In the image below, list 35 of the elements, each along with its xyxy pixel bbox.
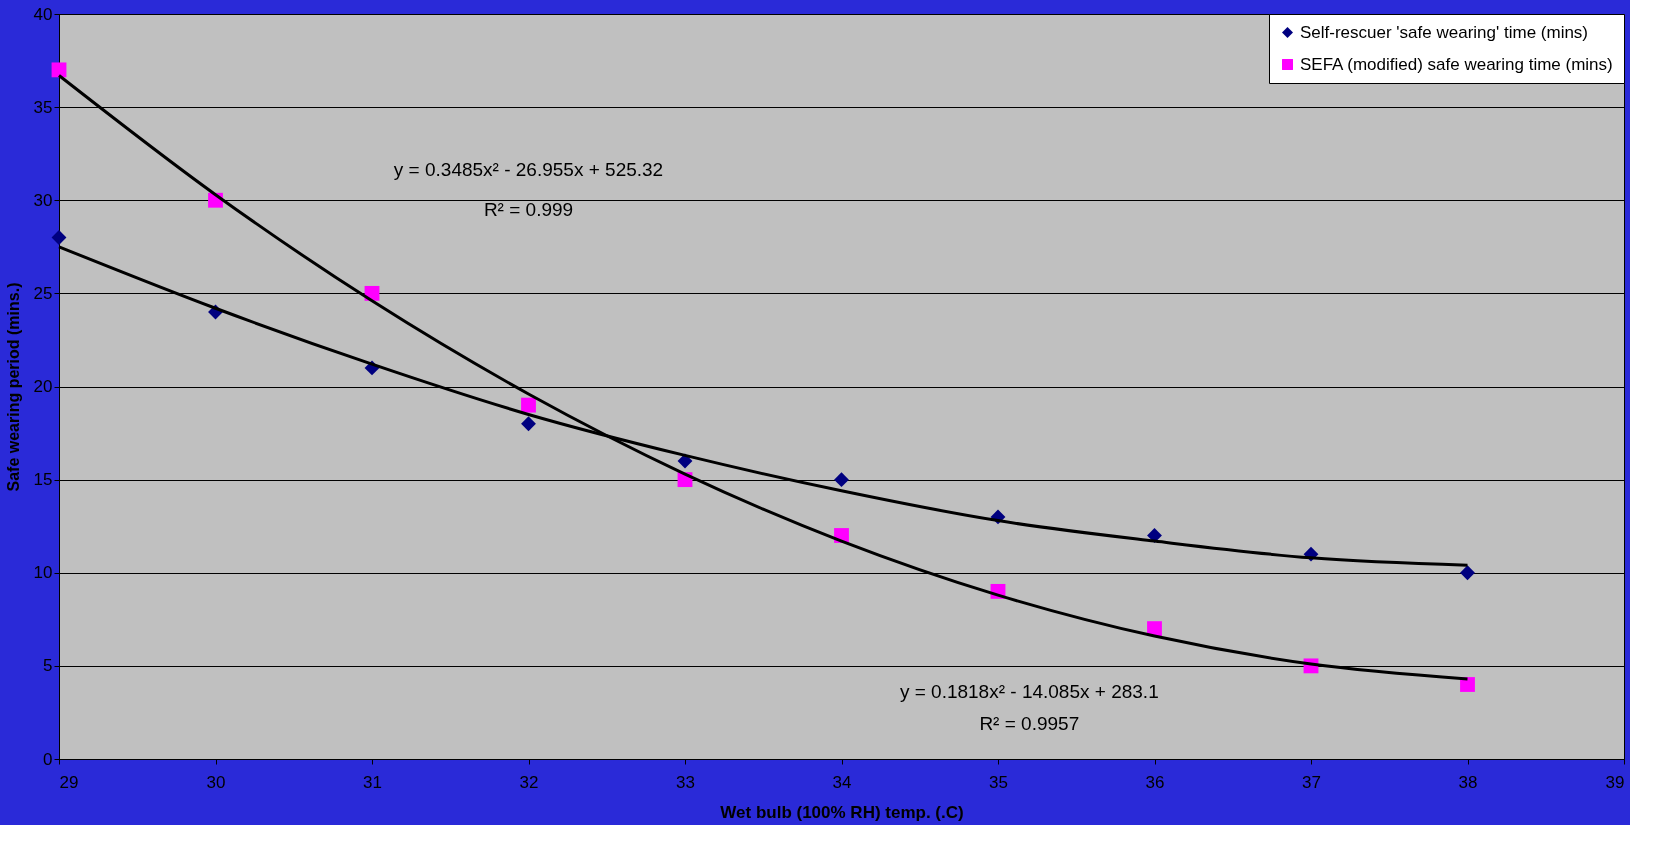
x-tick-label: 38 <box>1458 772 1478 792</box>
point <box>1460 565 1475 581</box>
annotation: y = 0.1818x² - 14.085x + 283.1 <box>899 680 1159 702</box>
y-tick-label: 10 <box>33 563 53 583</box>
x-tick-label: 35 <box>989 772 1008 792</box>
legend-label: SEFA (modified) safe wearing time (mins) <box>1300 54 1613 74</box>
x-tick-label: 32 <box>519 772 539 792</box>
x-tick-label: 39 <box>1605 772 1625 792</box>
point <box>521 416 536 432</box>
x-tick-label: 34 <box>832 772 852 792</box>
annotation: y = 0.3485x² - 26.955x + 525.32 <box>393 159 664 181</box>
x-tick-label: 30 <box>206 772 226 792</box>
legend-label: Self-rescuer 'safe wearing' time (mins) <box>1300 22 1589 42</box>
y-tick-label: 5 <box>43 656 53 676</box>
y-tick-label: 0 <box>43 749 53 769</box>
annotation: R² = 0.9957 <box>979 712 1080 734</box>
x-tick-label: 36 <box>1145 772 1165 792</box>
y-tick-label: 25 <box>33 283 53 303</box>
y-axis-title: Safe wearing period (mins.) <box>4 282 22 492</box>
point <box>834 472 849 488</box>
y-tick-label: 40 <box>33 4 53 24</box>
x-tick-label: 31 <box>363 772 382 792</box>
annotation: R² = 0.999 <box>483 198 574 220</box>
x-tick-label: 33 <box>676 772 695 792</box>
point <box>677 453 693 469</box>
x-tick-label: 29 <box>59 772 79 792</box>
point <box>1147 621 1162 637</box>
y-tick-label: 35 <box>33 97 53 117</box>
y-tick-label: 30 <box>33 190 53 210</box>
x-tick-label: 37 <box>1302 772 1321 792</box>
x-axis-title: Wet bulb (100% RH) temp. (.C) <box>720 802 964 822</box>
point <box>51 62 67 78</box>
point <box>521 397 536 413</box>
y-tick-label: 20 <box>33 377 53 396</box>
y-tick-label: 15 <box>33 470 53 490</box>
